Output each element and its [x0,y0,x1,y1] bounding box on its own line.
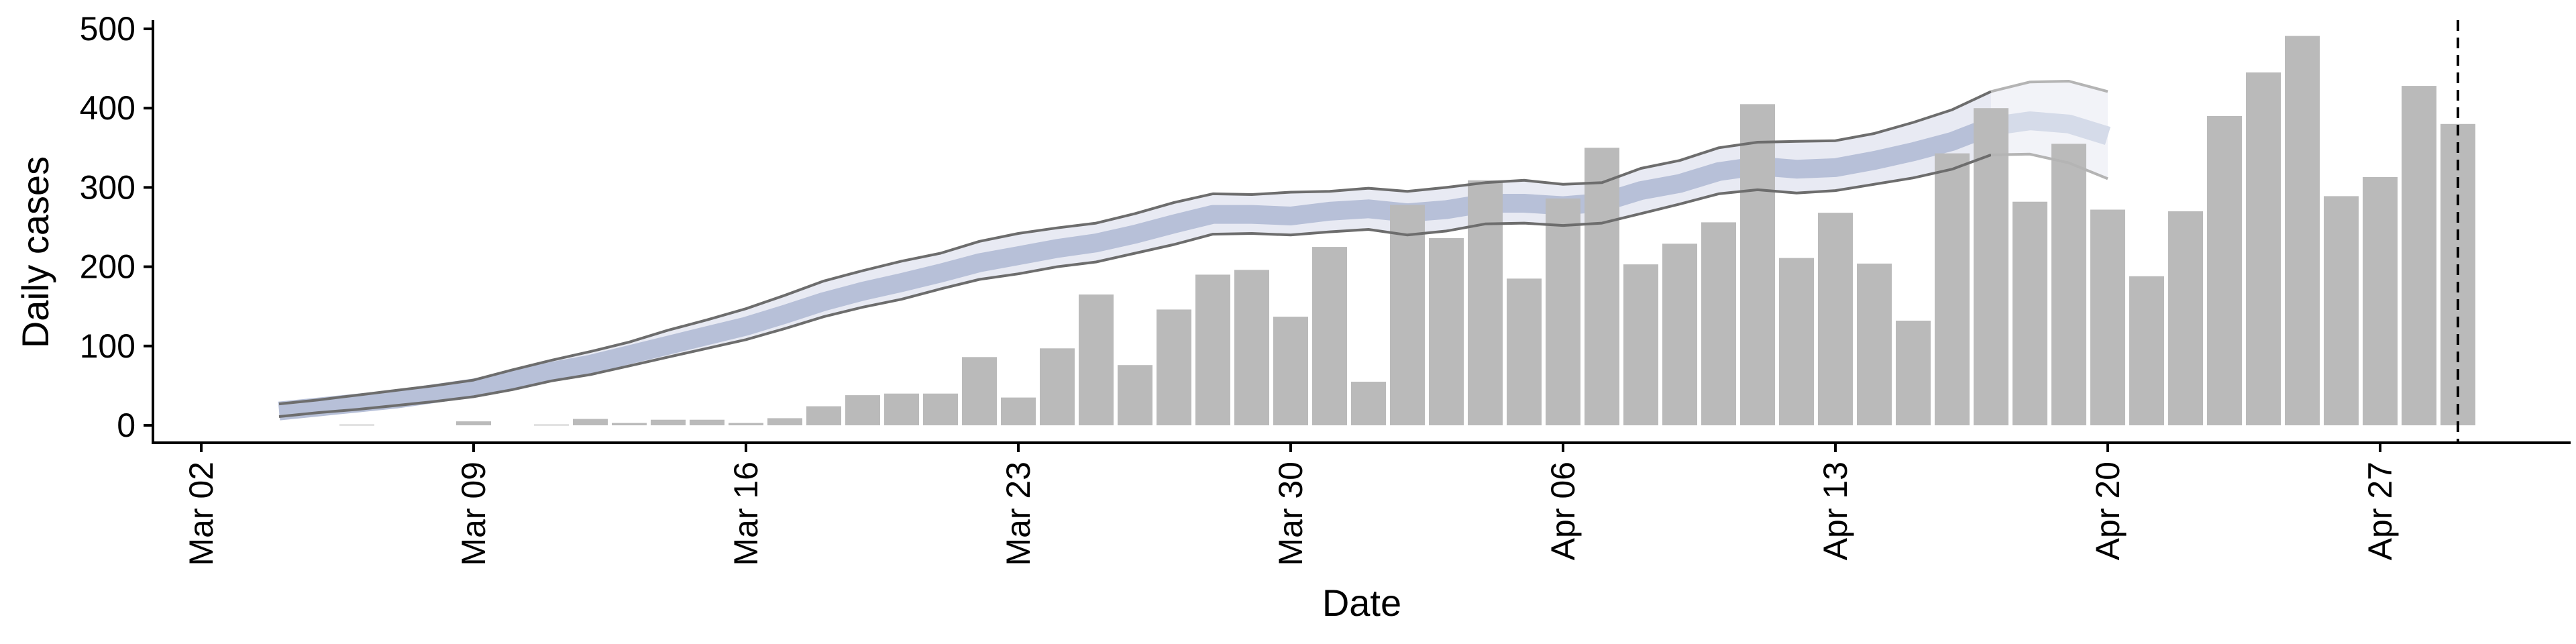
bar [1234,270,1269,425]
x-tick-label: Mar 09 [455,462,492,566]
bar [1896,321,1931,425]
y-tick-label: 300 [80,168,136,206]
x-axis-title: Date [1322,582,1401,624]
axes-layer: 0 100 200 300 400 500 Mar 02 Mar 09 Mar 16 Mar 23… [80,10,2571,566]
bar [1351,382,1386,425]
bar [2324,196,2359,425]
bar [1935,153,1970,425]
forecast-upper-line [1990,80,2108,93]
bar [1740,104,1775,426]
bar [339,424,374,426]
bar [2207,116,2242,425]
bar [1195,274,1230,425]
bar [1312,247,1347,425]
bar [1273,317,1308,425]
bar [2285,36,2320,426]
y-tick-label: 500 [80,10,136,48]
bar [1546,198,1580,425]
bar [1118,365,1152,425]
bar [1779,258,1814,425]
bar [767,418,802,425]
y-tick-label: 0 [117,407,136,444]
bar [1662,244,1697,425]
bar [2012,201,2047,425]
bar [456,421,491,425]
bar [1001,397,1036,425]
bar [884,393,919,425]
bar [2168,211,2203,425]
x-tick-label: Apr 20 [2089,462,2127,560]
estimate-lines-layer [278,20,2459,443]
bar [534,424,569,426]
estimate-lower-line [278,154,1992,418]
bar [2246,72,2281,425]
bar [1623,264,1658,425]
bar [1390,205,1425,425]
bar [2129,276,2164,425]
bar [1701,222,1736,425]
bar [806,406,841,425]
bar [962,357,997,425]
y-tick-label: 100 [80,327,136,365]
x-tick-label: Mar 16 [727,462,765,566]
x-tick-label: Apr 06 [1544,462,1582,560]
bar [1157,309,1191,425]
estimate-upper-line [278,90,1992,406]
bar [2402,86,2436,425]
bar [1974,108,2008,425]
x-tick-label: Apr 13 [1817,462,1854,560]
bar [845,395,880,425]
bar [1857,263,1892,425]
bar [2090,209,2125,425]
bar [651,419,686,425]
bar [573,419,608,425]
forecast-lower-line [1990,152,2108,180]
bar [923,393,958,425]
bar [1507,278,1542,425]
bar [1818,213,1853,425]
bar [1429,238,1464,425]
x-tick-label: Apr 27 [2361,462,2399,560]
x-tick-label: Mar 23 [1000,462,1037,566]
y-tick-label: 400 [80,89,136,127]
bar [2363,177,2398,425]
bar [1468,180,1503,425]
x-tick-label: Mar 02 [182,462,220,566]
bar [729,423,763,425]
bar [612,423,647,425]
x-tick-label: Mar 30 [1272,462,1309,566]
bar [2051,144,2086,425]
estimate-median-line [278,117,1995,421]
bar [1585,148,1619,426]
forecast-median-line [1990,111,2111,145]
cases-bars-layer [339,36,2475,426]
y-tick-label: 200 [80,248,136,286]
bar [1079,294,1114,425]
bar [1040,348,1075,425]
y-axis-title: Daily cases [14,156,56,348]
bar [690,419,724,425]
